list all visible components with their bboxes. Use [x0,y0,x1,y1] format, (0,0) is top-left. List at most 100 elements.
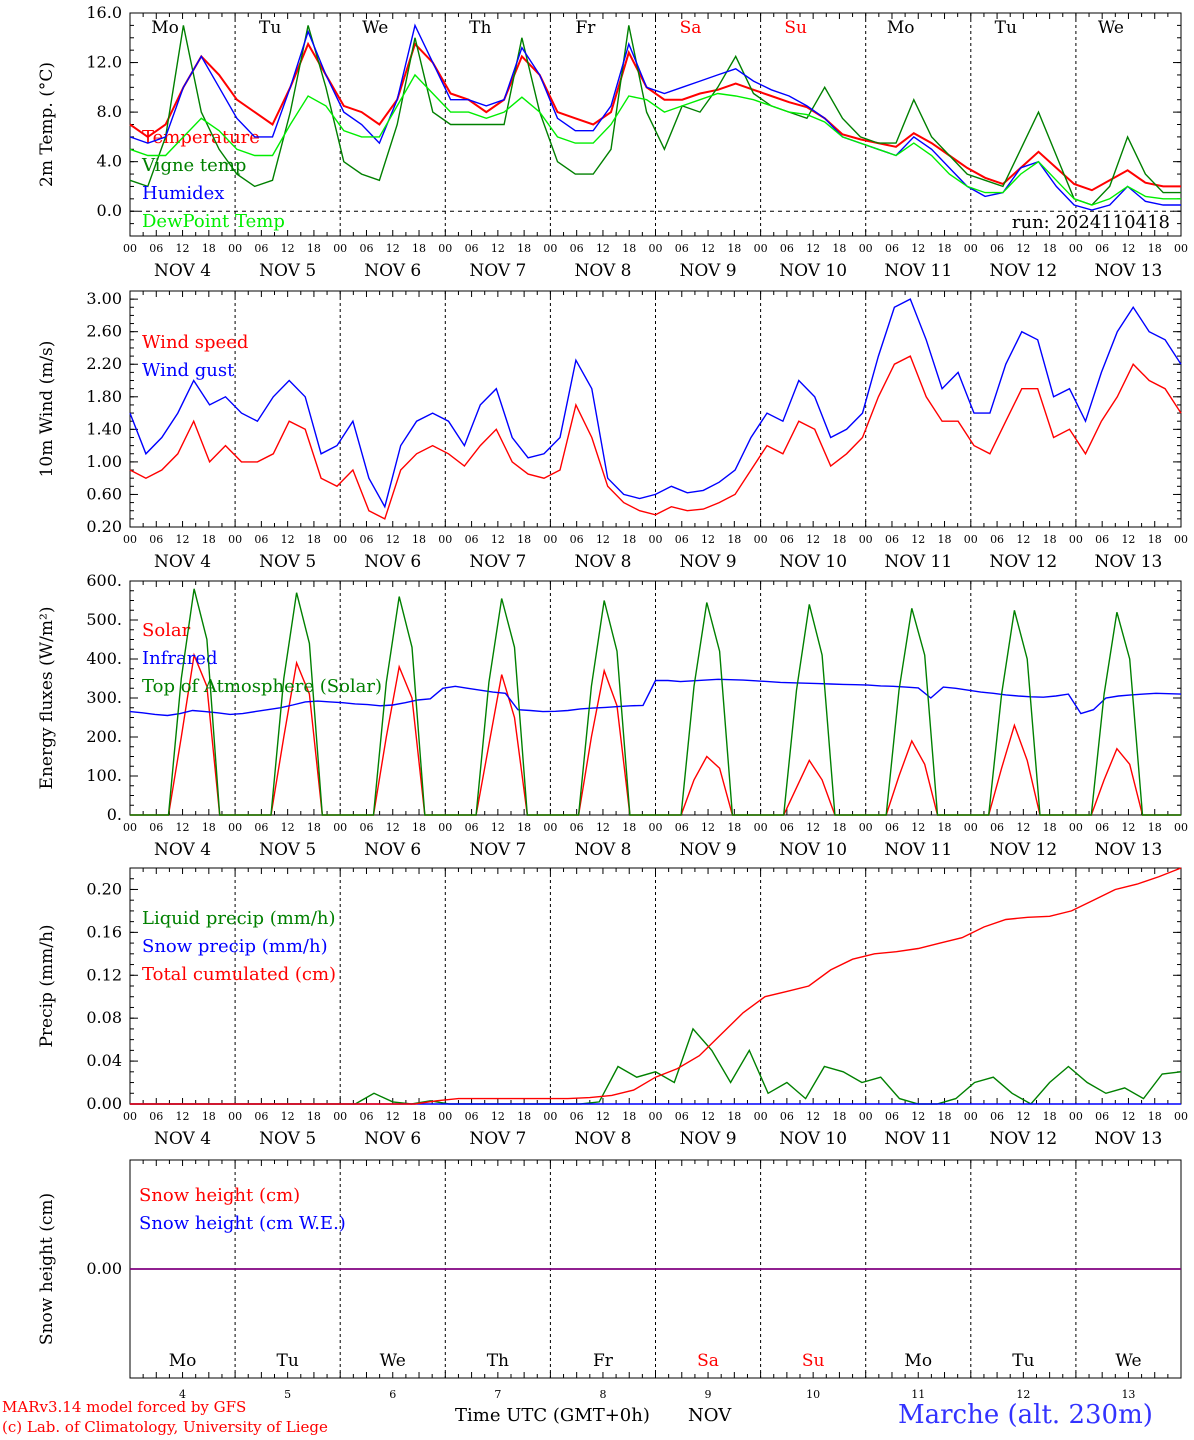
x-hour-label: 18 [622,821,636,834]
y-tick-label: 1.80 [86,387,122,406]
x-hour-label: 06 [990,1110,1004,1123]
legend-entry: Top of Atmosphere (Solar) [142,676,382,697]
y-tick-label: 0.20 [86,879,122,898]
x-date-label: NOV 12 [989,261,1057,281]
x-date-label: NOV 4 [154,552,211,572]
x-date-label: NOV 5 [259,840,316,860]
x-date-label: NOV 5 [259,1129,316,1149]
x-hour-label: 00 [438,533,452,546]
x-hour-label: 06 [1095,242,1109,255]
x-hour-label: 06 [1095,1110,1109,1123]
y-tick-label: 100. [86,766,122,785]
x-date-label: NOV 10 [779,1129,847,1149]
x-hour-label: 12 [701,821,715,834]
x-hour-label: 12 [281,533,295,546]
x-hour-label: 00 [1174,1110,1188,1123]
series-line-wind-gust [129,298,1182,509]
x-axis-label: Time UTC (GMT+0h) [455,1405,650,1426]
x-hour-label: 00 [649,1110,663,1123]
x-date-label: NOV 7 [469,552,526,572]
x-hour-label: 00 [1174,533,1188,546]
x-hour-label: 00 [964,1110,978,1123]
x-hour-label: 00 [754,242,768,255]
legend-entry: Liquid precip (mm/h) [142,908,336,929]
legend-entry: Infrared [142,648,217,669]
legend-entry: Temperature [142,127,260,148]
x-hour-label: 06 [359,533,373,546]
y-tick-label: 0.04 [86,1051,122,1070]
weekday-label: Mo [887,18,915,38]
x-hour-label: 12 [701,242,715,255]
x-hour-label: 00 [123,821,137,834]
x-hour-label: 00 [859,242,873,255]
x-hour-label: 12 [911,533,925,546]
x-hour-label: 00 [1069,242,1083,255]
x-date-label: NOV 13 [1095,552,1163,572]
weekday-label: Su [784,18,807,38]
x-date-label: NOV 9 [680,552,737,572]
x-hour-label: 18 [727,821,741,834]
x-hour-label: 00 [1174,821,1188,834]
x-hour-label: 12 [176,533,190,546]
legend-entry: DewPoint Temp [142,211,285,232]
x-hour-label: 12 [1016,533,1030,546]
weekday-label: Mo [151,18,179,38]
x-hour-label: 18 [832,821,846,834]
series-line-humidex [129,23,1181,211]
x-hour-label: 18 [622,1110,636,1123]
x-hour-label: 12 [491,533,505,546]
legend-entry: Snow height (cm W.E.) [139,1213,346,1234]
legend-entry: Snow precip (mm/h) [142,936,328,957]
y-tick-label: 0.08 [86,1008,122,1027]
y-tick-label: 1.00 [86,452,122,471]
x-hour-label: 18 [938,533,952,546]
x-hour-label: 06 [990,821,1004,834]
x-hour-label: 06 [1095,821,1109,834]
x-date-label: NOV 10 [779,552,847,572]
legend-entry: Wind speed [142,332,248,353]
x-hour-label: 00 [438,242,452,255]
x-date-label: NOV 11 [884,1129,952,1149]
x-hour-label: 12 [1121,533,1135,546]
legend-entry: Vigne temp [141,155,246,176]
y-tick-label: 0.0 [97,201,122,220]
x-hour-label: 12 [806,533,820,546]
x-date-label: NOV 9 [680,1129,737,1149]
x-hour-label: 06 [780,242,794,255]
x-hour-label: 00 [964,821,978,834]
x-hour-label: 18 [517,533,531,546]
x-hour-label: 12 [491,821,505,834]
x-hour-label: 12 [596,1110,610,1123]
x-hour-label: 18 [202,242,216,255]
series-line-top-of-atmosphere-solar- [130,588,1181,816]
day-number-label: 9 [705,1388,712,1401]
x-hour-label: 18 [1043,821,1057,834]
x-hour-label: 00 [543,242,557,255]
x-hour-label: 12 [1016,1110,1030,1123]
x-date-label: NOV 4 [154,261,211,281]
x-date-label: NOV 13 [1095,840,1163,860]
day-number-label: 12 [1016,1388,1030,1401]
x-hour-label: 12 [806,1110,820,1123]
y-tick-label: 0.00 [86,1094,122,1113]
y-tick-label: 0.00 [86,1259,122,1278]
x-hour-label: 00 [1174,242,1188,255]
x-hour-label: 12 [1121,1110,1135,1123]
x-hour-label: 18 [938,242,952,255]
x-date-label: NOV 10 [779,840,847,860]
legend-entry: Humidex [142,183,224,204]
y-tick-label: 2.60 [86,322,122,341]
x-hour-label: 06 [254,821,268,834]
x-hour-label: 00 [649,821,663,834]
x-date-label: NOV 6 [364,552,421,572]
x-hour-label: 12 [386,242,400,255]
x-hour-label: 06 [570,821,584,834]
x-hour-label: 18 [1148,1110,1162,1123]
x-hour-label: 18 [832,242,846,255]
x-hour-label: 12 [911,242,925,255]
x-hour-label: 00 [754,533,768,546]
x-hour-label: 06 [885,533,899,546]
y-tick-label: 3.00 [86,289,122,308]
x-hour-label: 18 [1148,821,1162,834]
x-hour-label: 12 [176,821,190,834]
